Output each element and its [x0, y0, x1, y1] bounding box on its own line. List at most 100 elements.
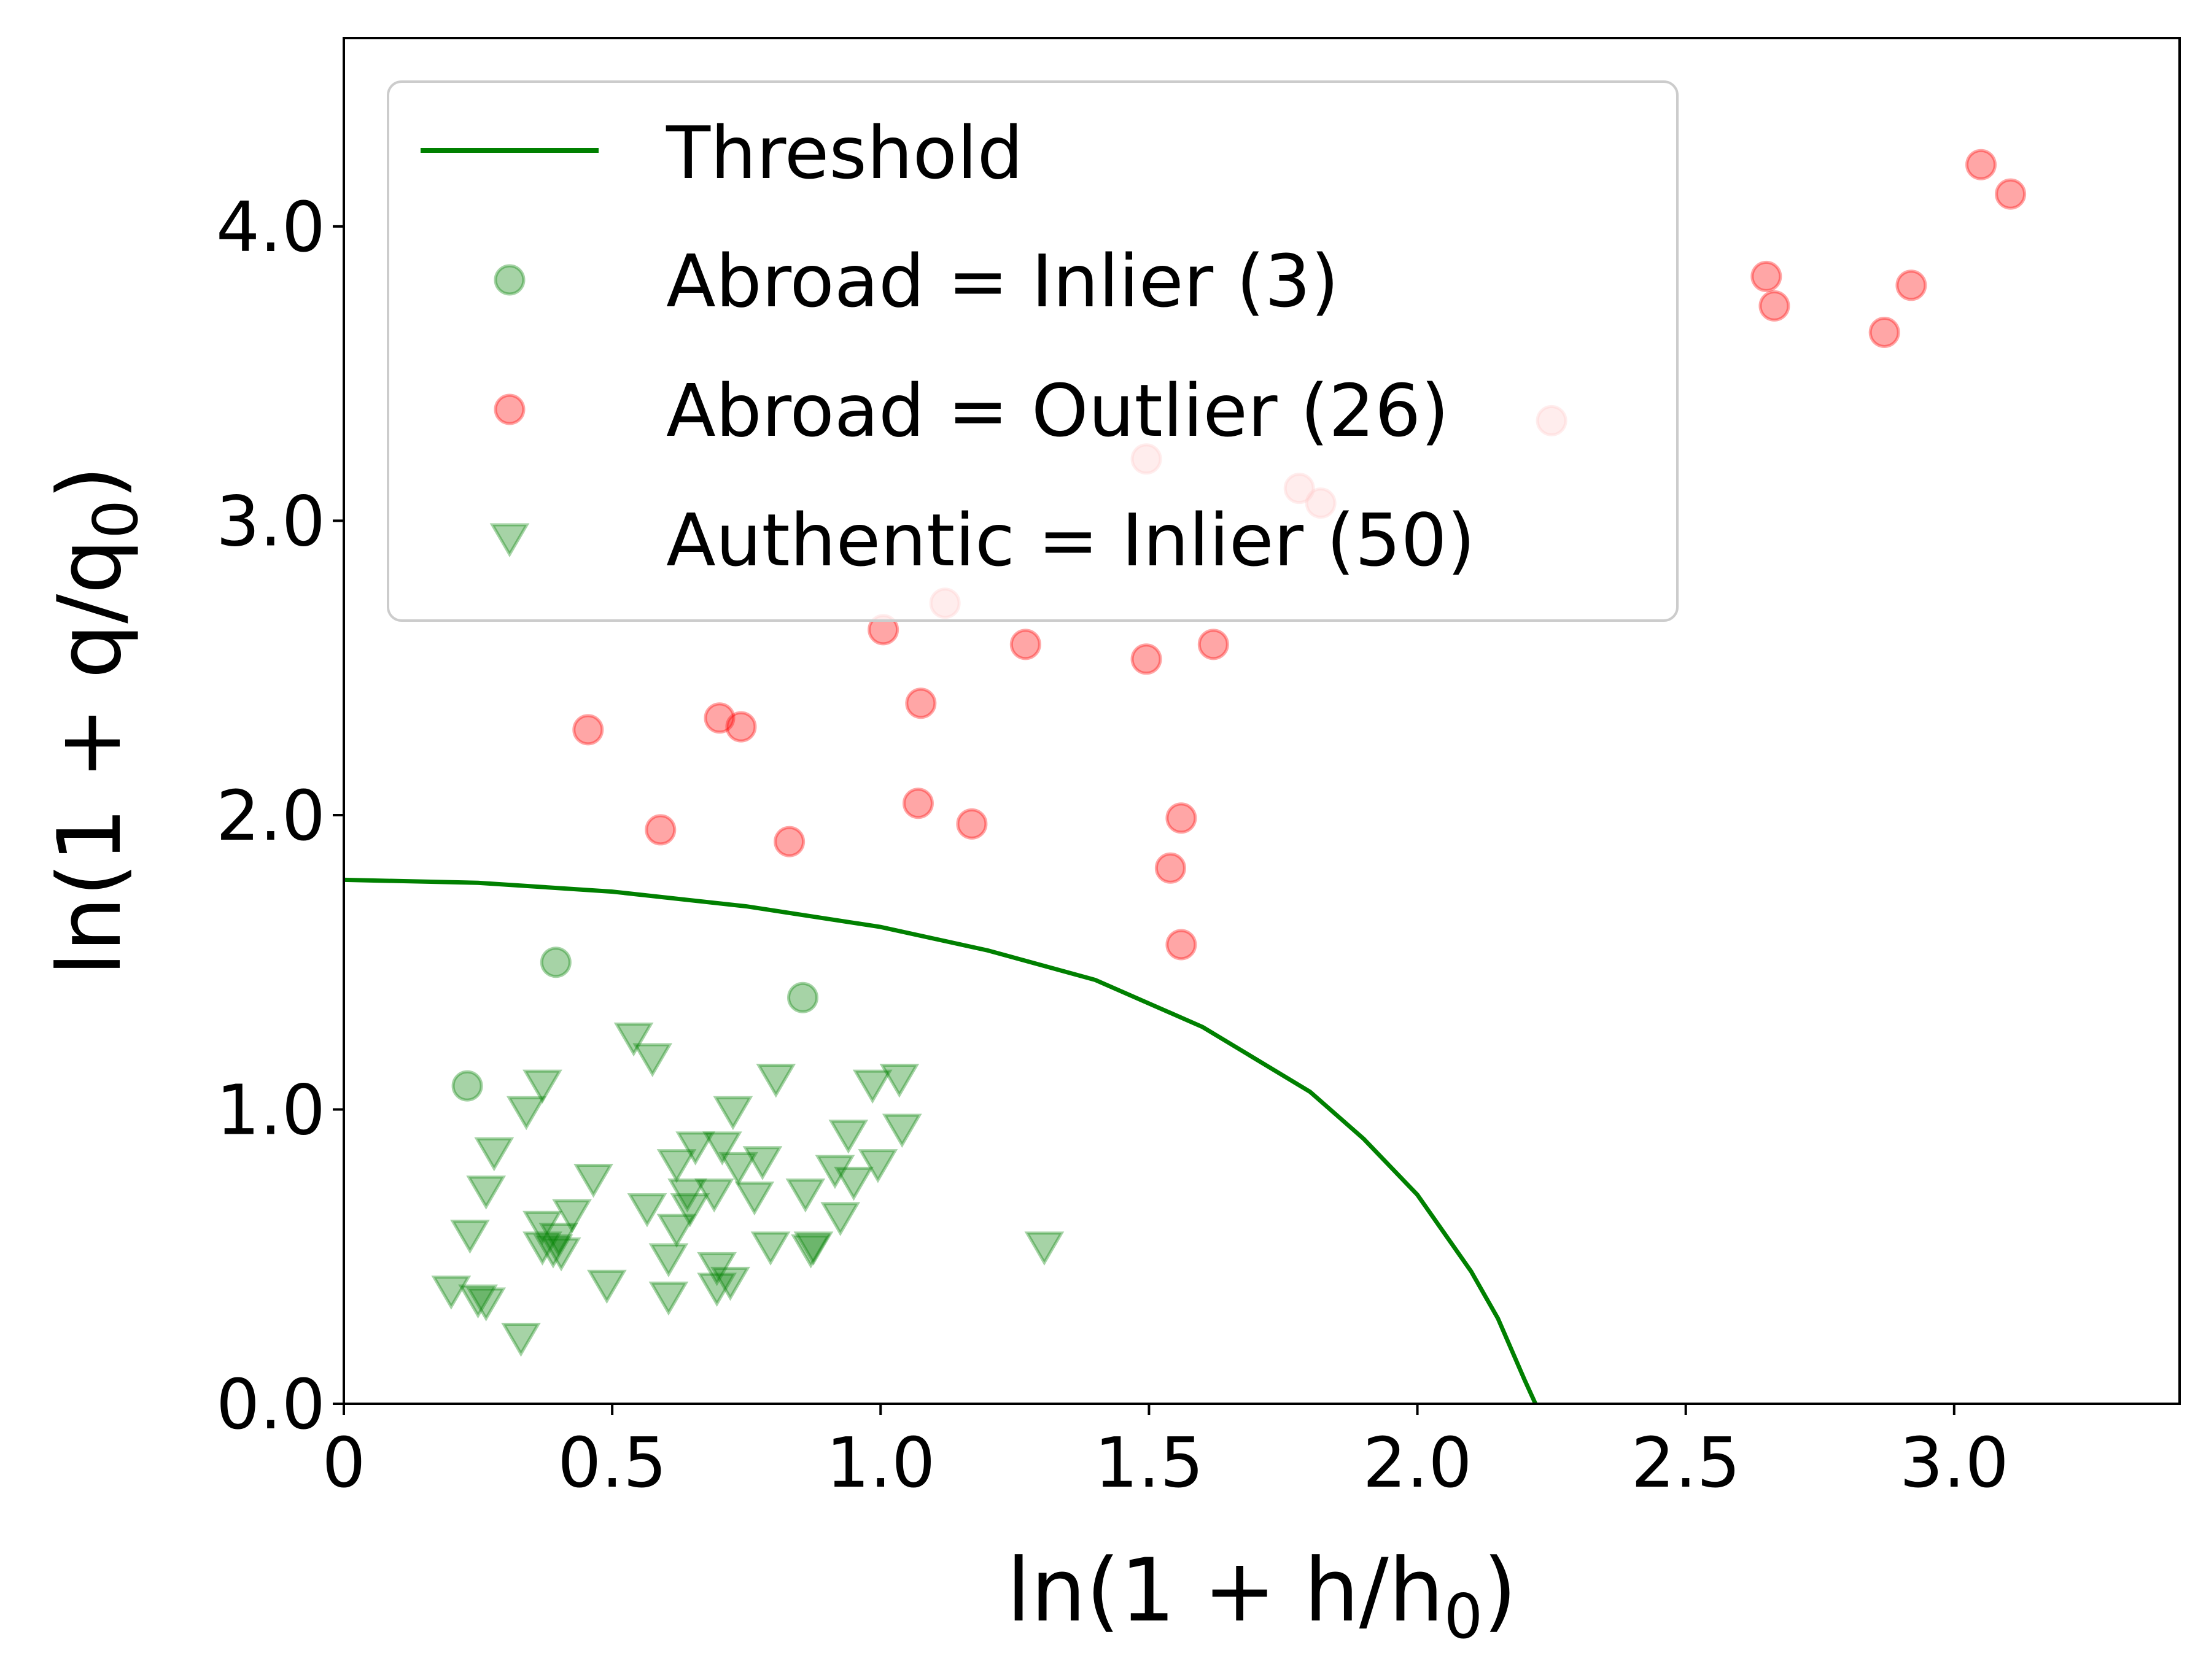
y-axis-label: ln(1 + q/q0)	[39, 466, 152, 977]
legend-label-abroad-outlier: Abroad = Outlier (26)	[666, 368, 1449, 453]
legend-label-authentic-inlier: Authentic = Inlier (50)	[666, 498, 1475, 583]
authentic-inlier-point	[522, 1231, 562, 1266]
abroad-outlier-point	[1965, 149, 1997, 180]
authentic-inlier-point	[879, 1064, 920, 1098]
authentic-inlier-point	[820, 1202, 861, 1236]
abroad-outlier-point	[956, 808, 988, 840]
authentic-inlier-point	[785, 1179, 826, 1213]
legend-label-threshold: Threshold	[666, 110, 1023, 195]
authentic-inlier-point	[466, 1175, 507, 1210]
x-axis-label-subscript: 0	[1444, 1581, 1483, 1652]
authentic-inlier-point	[852, 1069, 893, 1104]
authentic-inlier-point	[718, 1152, 758, 1186]
authentic-inlier-point	[538, 1222, 579, 1257]
legend-marker-abroad-inlier	[494, 264, 526, 296]
x-tick-label: 2.5	[1631, 1423, 1741, 1503]
x-tick-label: 1.0	[826, 1423, 935, 1503]
abroad-outlier-point	[905, 687, 937, 719]
authentic-inlier-point	[450, 1220, 490, 1254]
abroad-outlier-point	[1165, 929, 1197, 961]
authentic-inlier-point	[587, 1269, 627, 1304]
authentic-inlier-point	[697, 1252, 737, 1287]
authentic-inlier-point	[858, 1149, 898, 1183]
authentic-inlier-point	[756, 1064, 796, 1098]
abroad-outlier-point	[1868, 317, 1900, 349]
authentic-inlier-point	[573, 1164, 613, 1198]
points-layer	[431, 149, 2027, 1357]
authentic-inlier-point	[815, 1155, 855, 1190]
x-tick-label: 2.0	[1362, 1423, 1472, 1503]
abroad-outlier-point	[704, 702, 736, 734]
authentic-inlier-point	[1024, 1231, 1065, 1266]
abroad-outlier-point	[1197, 629, 1229, 660]
authentic-inlier-point	[710, 1266, 750, 1301]
abroad-outlier-point	[1758, 290, 1790, 322]
authentic-inlier-point	[458, 1284, 498, 1319]
y-axis-label-end: )	[39, 466, 141, 500]
abroad-inlier-point	[451, 1070, 483, 1102]
authentic-inlier-point	[670, 1193, 710, 1228]
x-axis-label-end: )	[1483, 1540, 1517, 1641]
legend-box	[387, 80, 1679, 622]
abroad-outlier-point	[1165, 802, 1197, 834]
y-tick-label: 3.0	[216, 482, 325, 562]
abroad-outlier-point	[1895, 269, 1927, 301]
x-axis-label: ln(1 + h/h0)	[1006, 1540, 1517, 1652]
authentic-inlier-point	[656, 1149, 697, 1183]
plot-area-frame	[343, 37, 2181, 1405]
authentic-inlier-point	[750, 1231, 791, 1266]
x-tick-label: 0.5	[557, 1423, 667, 1503]
authentic-inlier-point	[697, 1272, 737, 1307]
authentic-inlier-point	[675, 1131, 716, 1166]
abroad-outlier-point	[725, 711, 757, 743]
y-tick-label: 0.0	[216, 1365, 325, 1445]
authentic-inlier-point	[506, 1096, 546, 1131]
y-axis-label-subscript: 0	[80, 500, 152, 539]
authentic-inlier-point	[694, 1179, 734, 1213]
authentic-inlier-point	[834, 1166, 874, 1201]
y-tick-label: 1.0	[216, 1070, 325, 1150]
authentic-inlier-point	[656, 1214, 697, 1248]
authentic-inlier-point	[522, 1069, 562, 1104]
abroad-outlier-point	[1995, 178, 2027, 210]
authentic-inlier-point	[791, 1234, 831, 1269]
authentic-inlier-point	[522, 1210, 562, 1245]
authentic-inlier-point	[882, 1113, 922, 1148]
authentic-inlier-point	[702, 1131, 742, 1166]
legend-label-abroad-inlier: Abroad = Inlier (3)	[666, 239, 1339, 323]
abroad-outlier-point	[902, 788, 934, 819]
authentic-inlier-point	[713, 1096, 753, 1131]
authentic-inlier-point	[541, 1237, 581, 1272]
authentic-inlier-point	[501, 1323, 541, 1357]
legend-marker-authentic-inlier	[489, 523, 530, 557]
x-tick-label: 3.0	[1900, 1423, 2009, 1503]
authentic-inlier-point	[474, 1137, 515, 1172]
authentic-inlier-point	[552, 1199, 592, 1234]
authentic-inlier-point	[734, 1181, 775, 1216]
authentic-inlier-point	[632, 1043, 673, 1077]
abroad-outlier-point	[1750, 260, 1782, 292]
y-axis: 0.0 1.0 2.0 3.0 4.0	[216, 188, 344, 1445]
x-axis: 0 0.5 1.0 1.5 2.0 2.5 3.0	[322, 1404, 2009, 1503]
abroad-outlier-point	[774, 826, 806, 857]
abroad-outlier-point	[1154, 852, 1186, 884]
legend: Threshold Abroad = Inlier (3) Abroad = O…	[387, 80, 1679, 622]
abroad-outlier-point	[572, 714, 604, 746]
y-tick-label: 4.0	[216, 188, 325, 268]
x-tick-label: 0	[322, 1423, 365, 1503]
abroad-outlier-point	[1009, 629, 1041, 660]
authentic-inlier-point	[667, 1179, 707, 1213]
authentic-inlier-point	[613, 1022, 654, 1057]
abroad-inlier-point	[540, 946, 572, 978]
legend-marker-abroad-outlier	[494, 393, 526, 425]
authentic-inlier-point	[648, 1281, 689, 1316]
y-tick-label: 2.0	[216, 776, 325, 856]
authentic-inlier-point	[466, 1287, 507, 1322]
abroad-inlier-point	[787, 981, 818, 1013]
x-axis-label-main: ln(1 + h/h	[1006, 1540, 1443, 1641]
authentic-inlier-point	[648, 1243, 689, 1277]
threshold-line	[344, 877, 1538, 1404]
authentic-inlier-point	[828, 1120, 869, 1154]
authentic-inlier-point	[431, 1275, 472, 1310]
